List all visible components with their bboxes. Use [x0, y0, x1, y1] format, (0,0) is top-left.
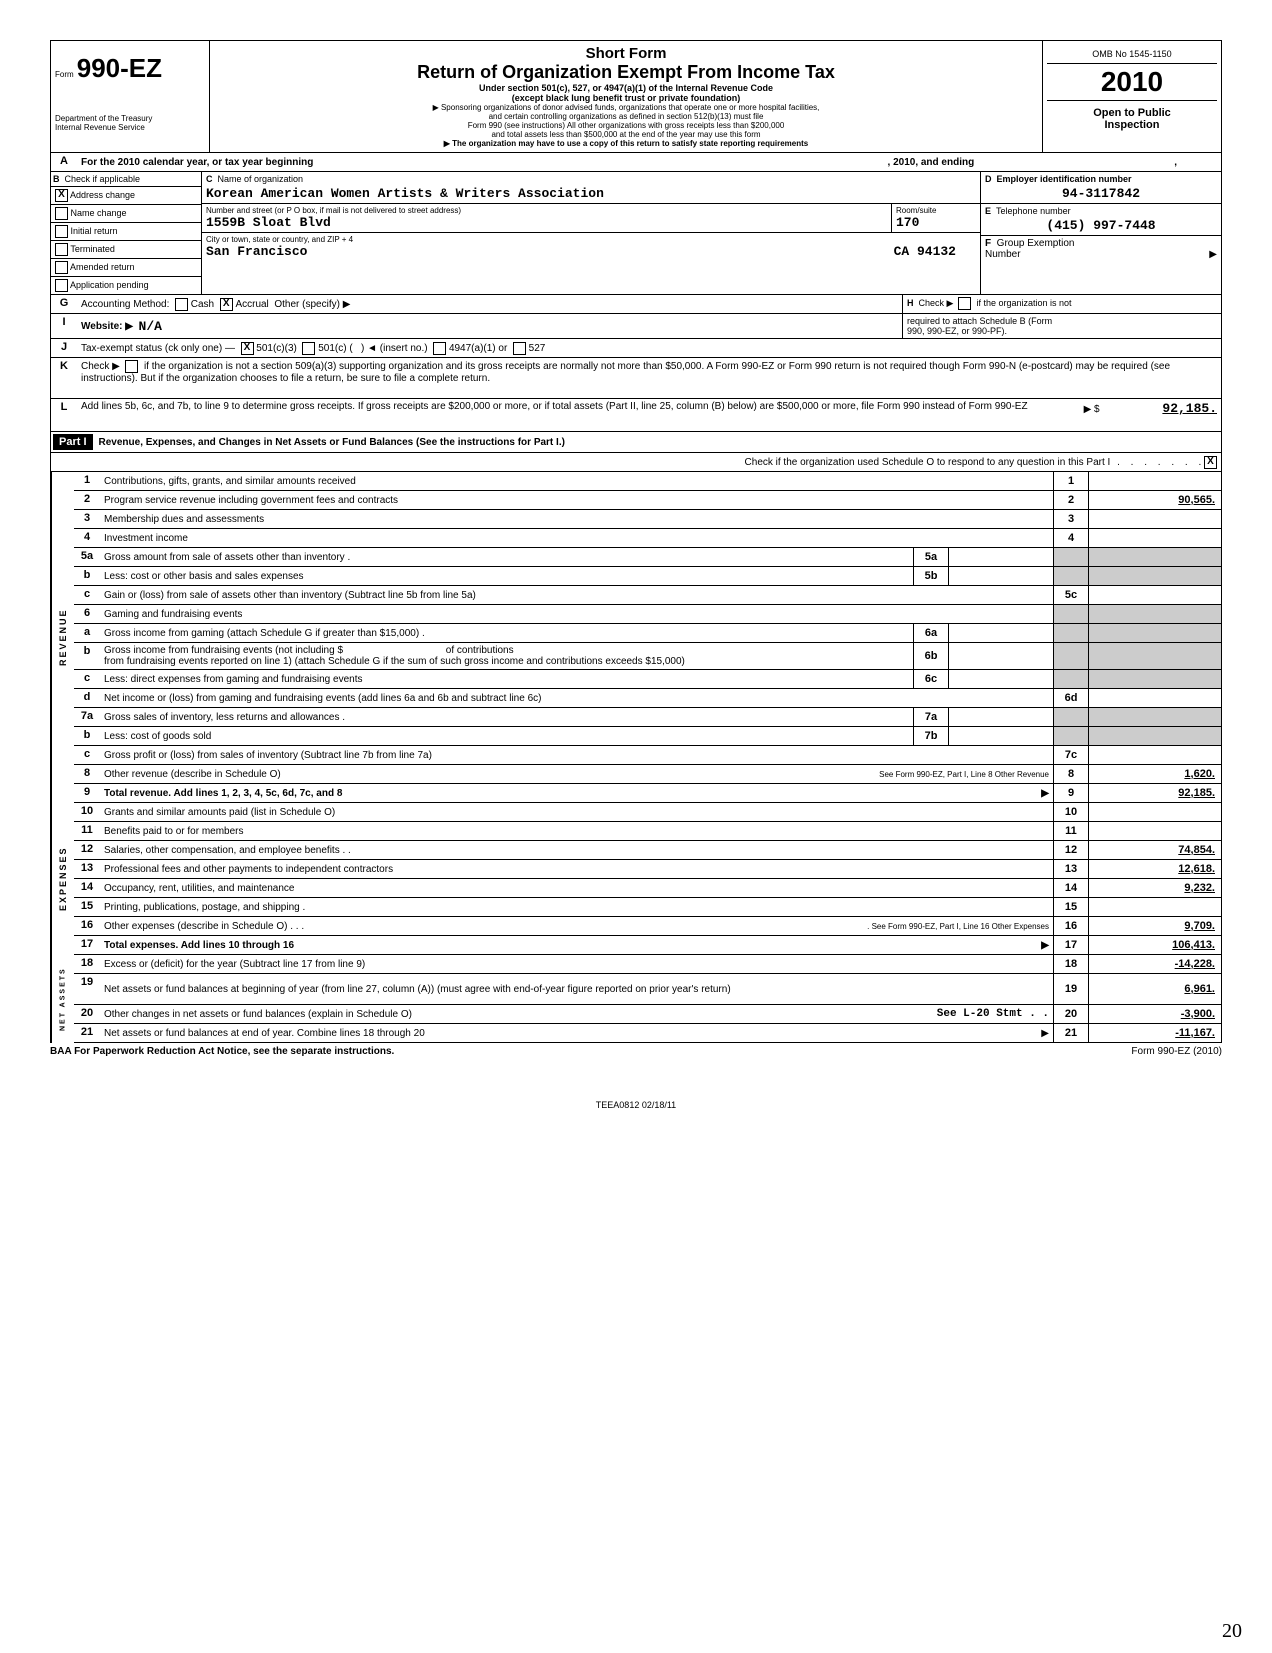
page-number: 20 [1222, 1620, 1242, 1643]
line12-amt: 74,854. [1088, 841, 1221, 859]
checkbox-accrual[interactable]: X [220, 298, 233, 311]
line2-amt: 90,565. [1088, 491, 1221, 509]
line-g-h: G Accounting Method: Cash X Accrual Othe… [50, 295, 1222, 314]
line-l: L Add lines 5b, 6c, and 7b, to line 9 to… [50, 399, 1222, 432]
line-a-text3: , [1174, 157, 1177, 168]
city-label: City or town, state or country, and ZIP … [206, 235, 976, 244]
subtitle2: (except black lung benefit trust or priv… [214, 93, 1038, 103]
checkbox-schedule-o[interactable]: X [1204, 456, 1217, 469]
subtitle1: Under section 501(c), 527, or 4947(a)(1)… [214, 83, 1038, 93]
line-a-text1: For the 2010 calendar year, or tax year … [81, 157, 313, 168]
form-prefix: Form [55, 70, 74, 79]
ein-label: Employer identification number [997, 174, 1132, 184]
org-name: Korean American Women Artists & Writers … [202, 186, 980, 203]
dept: Department of the Treasury [55, 114, 205, 123]
line-a-text2: , 2010, and ending [888, 157, 975, 168]
line21-amt: -11,167. [1088, 1024, 1221, 1042]
note3: Form 990 (see instructions) All other or… [214, 121, 1038, 130]
checkbox-cash[interactable] [175, 298, 188, 311]
line16-amt: 9,709. [1088, 917, 1221, 935]
org-info-block: B Check if applicable X Address change N… [50, 172, 1222, 295]
room: 170 [896, 215, 976, 230]
expenses-section: EXPENSES 10Grants and similar amounts pa… [50, 803, 1222, 955]
checkbox-address-change[interactable]: X [55, 189, 68, 202]
part1-title: Revenue, Expenses, and Changes in Net As… [95, 432, 1221, 452]
checkbox-sched-b[interactable] [958, 297, 971, 310]
note5: ▶ The organization may have to use a cop… [214, 139, 1038, 148]
note2: and certain controlling organizations as… [214, 112, 1038, 121]
tax-year: 2010 [1047, 64, 1217, 101]
open-public: Open to Public [1047, 101, 1217, 119]
revenue-label: REVENUE [51, 472, 74, 803]
netassets-label: NET ASSETS [51, 955, 74, 1043]
form-number: 990-EZ [77, 53, 162, 83]
checkbox-501c[interactable] [302, 342, 315, 355]
title: Return of Organization Exempt From Incom… [214, 62, 1038, 83]
street: 1559B Sloat Blvd [206, 215, 887, 230]
line19-amt: 6,961. [1088, 974, 1221, 1004]
omb: OMB No 1545-1150 [1047, 45, 1217, 64]
ein-value: 94-3117842 [981, 186, 1221, 203]
group-exemption-label: Group Exemption [997, 238, 1075, 249]
checkbox-4947[interactable] [433, 342, 446, 355]
short-form: Short Form [214, 45, 1038, 62]
line-l-value: 92,185. [1162, 401, 1217, 416]
footer: BAA For Paperwork Reduction Act Notice, … [50, 1043, 1222, 1060]
checkbox-terminated[interactable] [55, 243, 68, 256]
checkbox-amended[interactable] [55, 261, 68, 274]
line18-amt: -14,228. [1088, 955, 1221, 973]
inspection: Inspection [1047, 119, 1217, 131]
phone-value: (415) 997-7448 [981, 218, 1221, 235]
street-label: Number and street (or P O box, if mail i… [206, 206, 887, 215]
city: San Francisco [206, 244, 307, 259]
line-k-body: if the organization is not a section 509… [81, 361, 1170, 384]
checkbox-name-change[interactable] [55, 207, 68, 220]
expenses-label: EXPENSES [51, 803, 74, 955]
checkbox-pending[interactable] [55, 279, 68, 292]
line-l-text: Add lines 5b, 6c, and 7b, to line 9 to d… [81, 401, 1028, 412]
line9-amt: 92,185. [1088, 784, 1221, 802]
bottom-code: TEEA0812 02/18/11 [50, 1100, 1222, 1110]
line-i: I Website: ▶ N/A required to attach Sche… [50, 314, 1222, 339]
side-stamp: SCANNED MAY 24 2011 [0, 702, 3, 900]
checkbox-initial[interactable] [55, 225, 68, 238]
state-zip: CA 94132 [894, 244, 956, 259]
netassets-section: NET ASSETS 18Excess or (deficit) for the… [50, 955, 1222, 1043]
form-ref: Form 990-EZ (2010) [1131, 1046, 1222, 1057]
part1-header: Part I Revenue, Expenses, and Changes in… [50, 432, 1222, 453]
checkbox-509a3[interactable] [125, 360, 138, 373]
baa-notice: BAA For Paperwork Reduction Act Notice, … [50, 1046, 394, 1057]
line20-amt: -3,900. [1088, 1005, 1221, 1023]
line13-amt: 12,618. [1088, 860, 1221, 878]
note4: and total assets less than $500,000 at t… [214, 130, 1038, 139]
form-header: Form 990-EZ Department of the Treasury I… [50, 40, 1222, 153]
website-value: N/A [139, 319, 162, 334]
name-label: Name of organization [218, 174, 304, 184]
accounting-method: Accounting Method: [81, 299, 169, 310]
room-label: Room/suite [896, 206, 976, 215]
line14-amt: 9,232. [1088, 879, 1221, 897]
phone-label: Telephone number [996, 206, 1071, 216]
check-if-applicable: Check if applicable [65, 174, 141, 184]
line-j: J Tax-exempt status (ck only one) — X 50… [50, 339, 1222, 358]
line17-amt: 106,413. [1088, 936, 1221, 954]
line-a: A For the 2010 calendar year, or tax yea… [50, 153, 1222, 172]
line8-amt: 1,620. [1088, 765, 1221, 783]
part1-label: Part I [53, 434, 93, 450]
note1: ▶ Sponsoring organizations of donor advi… [214, 103, 1038, 112]
irs: Internal Revenue Service [55, 123, 205, 132]
line-k: K Check ▶ if the organization is not a s… [50, 358, 1222, 399]
revenue-section: REVENUE 1Contributions, gifts, grants, a… [50, 472, 1222, 803]
part1-check: Check if the organization used Schedule … [50, 453, 1222, 472]
checkbox-527[interactable] [513, 342, 526, 355]
checkbox-501c3[interactable]: X [241, 342, 254, 355]
